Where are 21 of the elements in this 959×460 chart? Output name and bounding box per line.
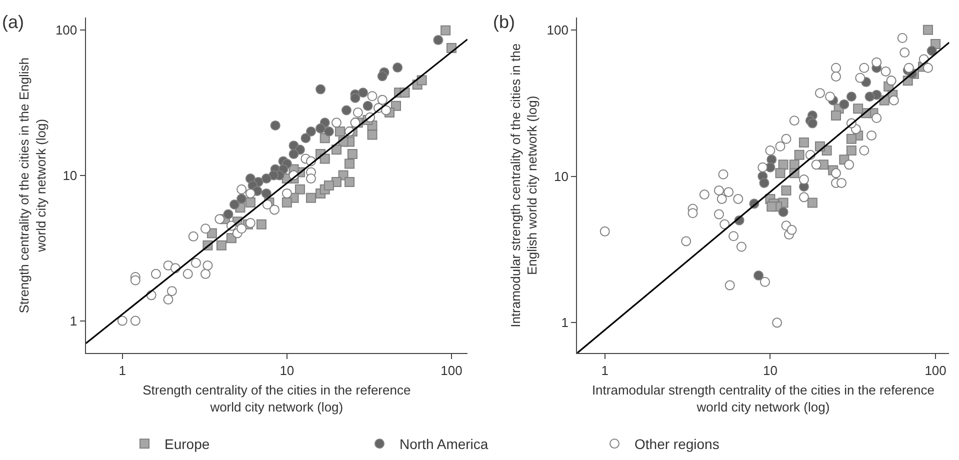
y-axis-title: Intramodular strength centrality of the cities in the English world city network (log) — [508, 43, 540, 328]
x-tick-label: 1 — [601, 362, 608, 378]
y-axis-title: Strength centrality of the cities in the English world city network (log) — [16, 58, 48, 314]
legend-label: Europe — [164, 436, 210, 452]
text: (b) — [493, 12, 515, 32]
x-tick-label: 100 — [440, 362, 462, 378]
y-tick-label: 1 — [561, 315, 568, 330]
legend-label: Other regions — [634, 436, 720, 452]
text: (a) — [2, 12, 24, 32]
y-tick-label: 100 — [55, 22, 78, 38]
x-axis-title: Intramodular strength centrality of the cities in the reference world city network (log) — [592, 382, 934, 414]
x-tick-label: 100 — [924, 362, 946, 378]
y-tick-label: 100 — [546, 22, 568, 38]
legend-label: North America — [400, 436, 488, 452]
x-tick-label: 1 — [118, 362, 126, 378]
y-tick-label: 1 — [70, 313, 78, 328]
x-axis-title: Strength centrality of the cities in the reference world city network (log) — [142, 382, 411, 414]
x-tick-label: 10 — [762, 362, 778, 378]
y-tick-label: 10 — [62, 168, 78, 183]
y-tick-label: 10 — [554, 168, 568, 184]
x-tick-label: 10 — [280, 362, 294, 378]
